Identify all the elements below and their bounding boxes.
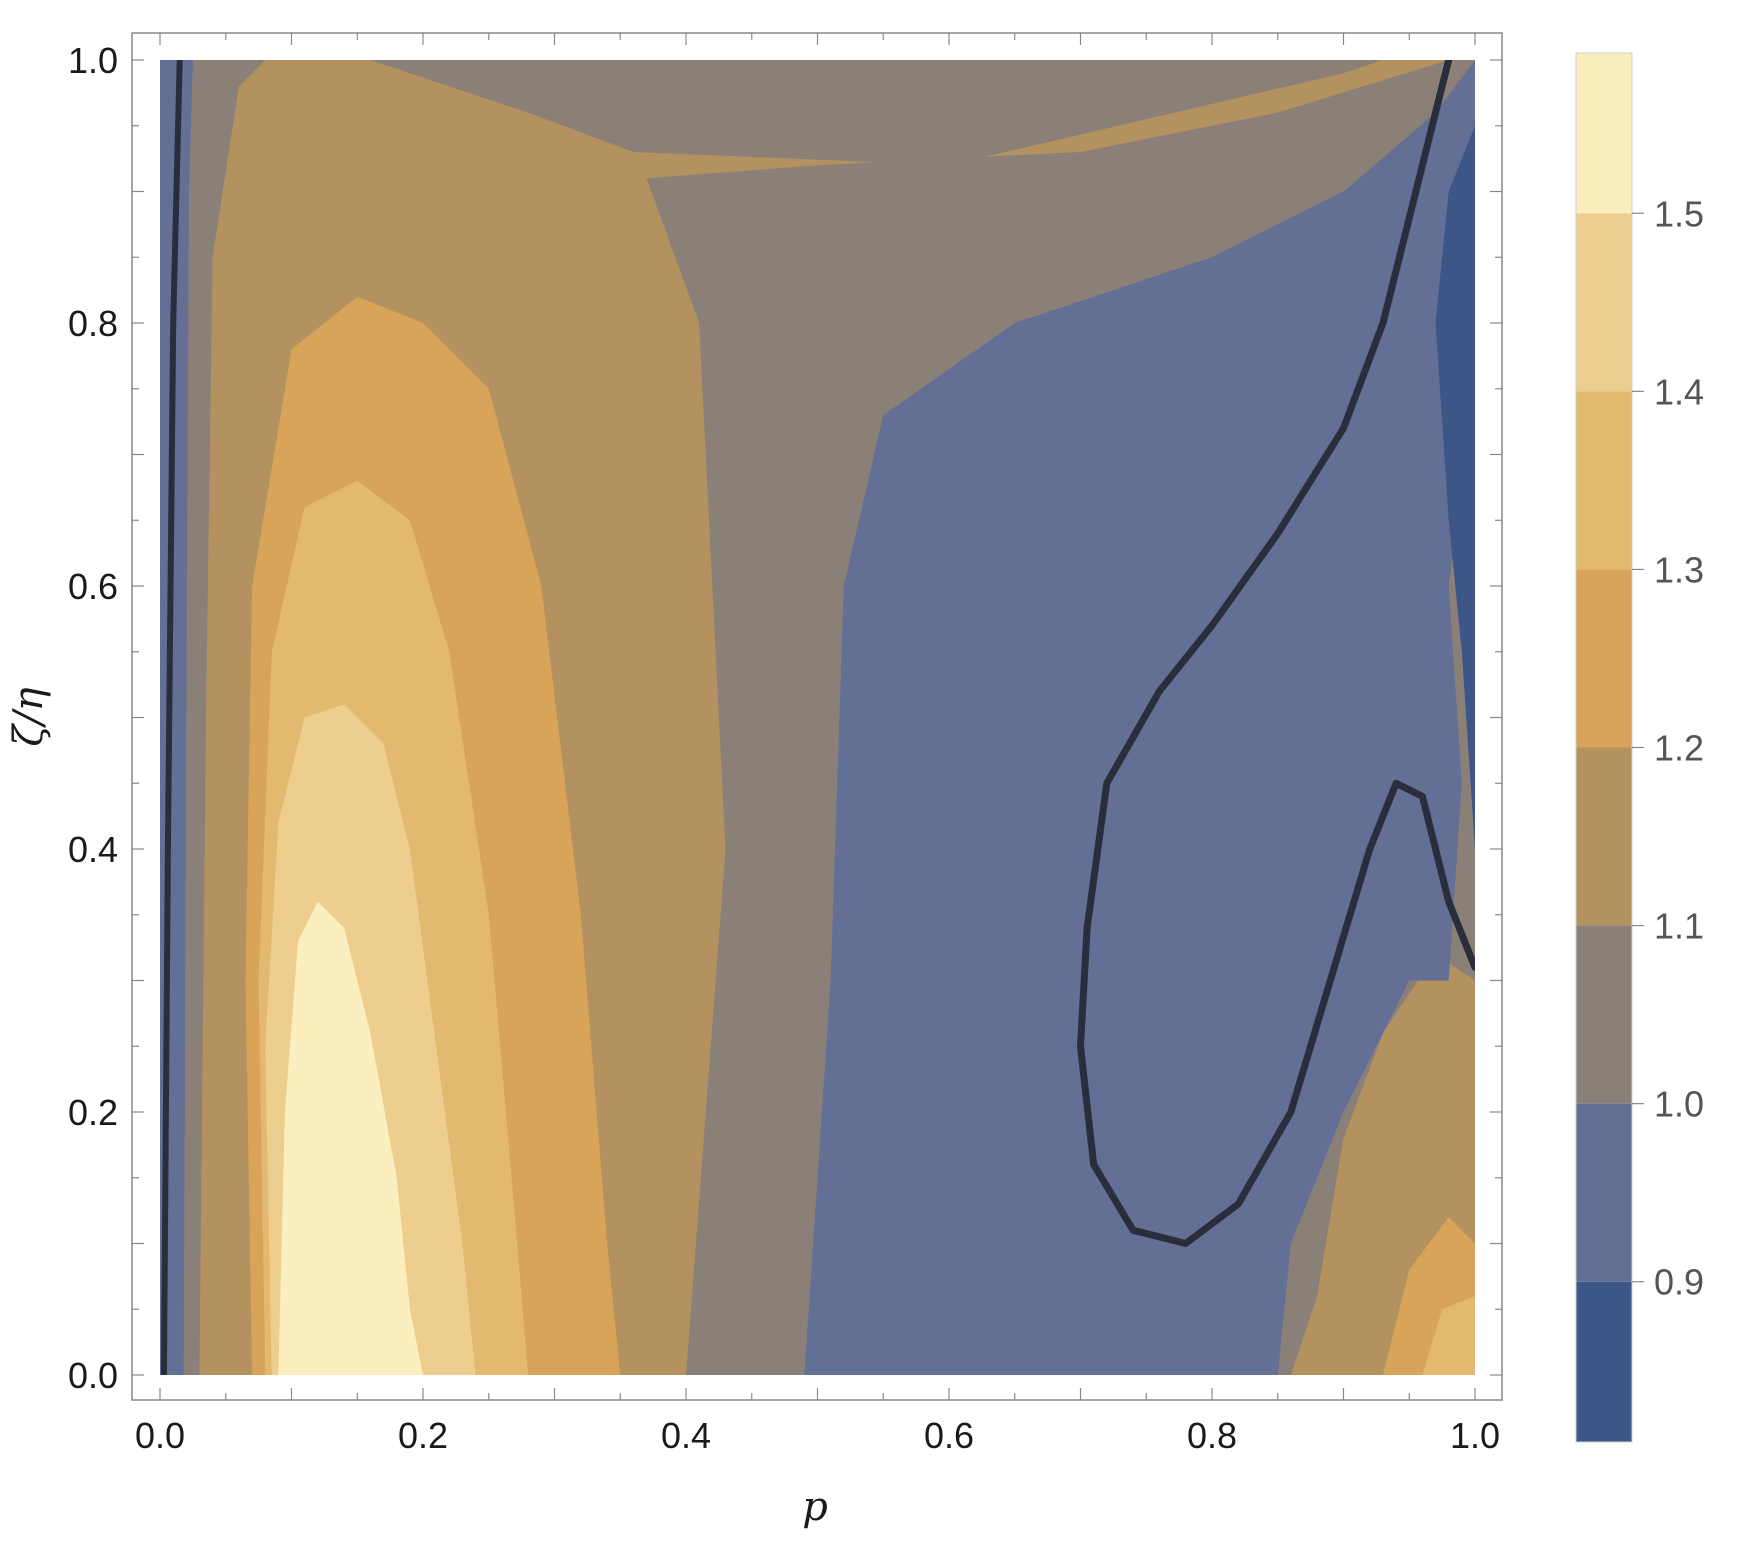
x-tick-label: 0.4 [661,1415,711,1456]
colorbar-label: 1.1 [1654,906,1704,947]
colorbar-swatch [1576,1103,1632,1282]
colorbar-swatch [1576,747,1632,926]
colorbar-swatch [1576,391,1632,570]
colorbar-label: 1.5 [1654,193,1704,234]
colorbar-swatch [1576,53,1632,214]
colorbar-label: 1.4 [1654,371,1704,412]
x-tick-labels: 0.0 0.2 0.4 0.6 0.8 1.0 [135,1415,1500,1456]
x-tick-label: 0.6 [924,1415,974,1456]
x-tick-label: 1.0 [1450,1415,1500,1456]
contour-line-layer [160,60,1475,1375]
y-tick-label: 0.2 [68,1092,118,1133]
colorbar-label: 1.3 [1654,549,1704,590]
band-below-0.9-edge [1435,125,1475,850]
y-axis-title: ζ/η [6,687,52,746]
y-tick-label: 0.8 [68,303,118,344]
contour-bands [160,60,1475,1375]
colorbar-label: 1.0 [1654,1084,1704,1125]
colorbar-label: 0.9 [1654,1262,1704,1303]
colorbar-swatch [1576,569,1632,748]
band-1.0-1.1-upper [370,60,1383,166]
colorbar-swatch [1576,1281,1632,1442]
y-tick-labels: 0.0 0.2 0.4 0.6 0.8 1.0 [68,40,118,1396]
x-tick-label: 0.8 [1187,1415,1237,1456]
y-tick-label: 0.0 [68,1355,118,1396]
x-tick-label: 0.0 [135,1415,185,1456]
x-axis-title: p [802,1484,828,1530]
colorbar-swatch [1576,213,1632,392]
band-above-1.5 [278,901,423,1375]
y-tick-label: 0.6 [68,566,118,607]
colorbar-label: 1.2 [1654,728,1704,769]
y-tick-label: 0.4 [68,829,118,870]
frame-ticks [132,33,1502,1400]
contour-line-right [1077,60,1475,1247]
colorbar-swatch [1576,925,1632,1104]
band-1.3-1.4-corner [1422,1296,1475,1375]
colorbar: 0.9 1.0 1.1 1.2 1.3 1.4 1.5 [1575,52,1704,1443]
x-tick-label: 0.2 [398,1415,448,1456]
contour-line-left [160,60,183,1375]
y-tick-label: 1.0 [68,40,118,81]
